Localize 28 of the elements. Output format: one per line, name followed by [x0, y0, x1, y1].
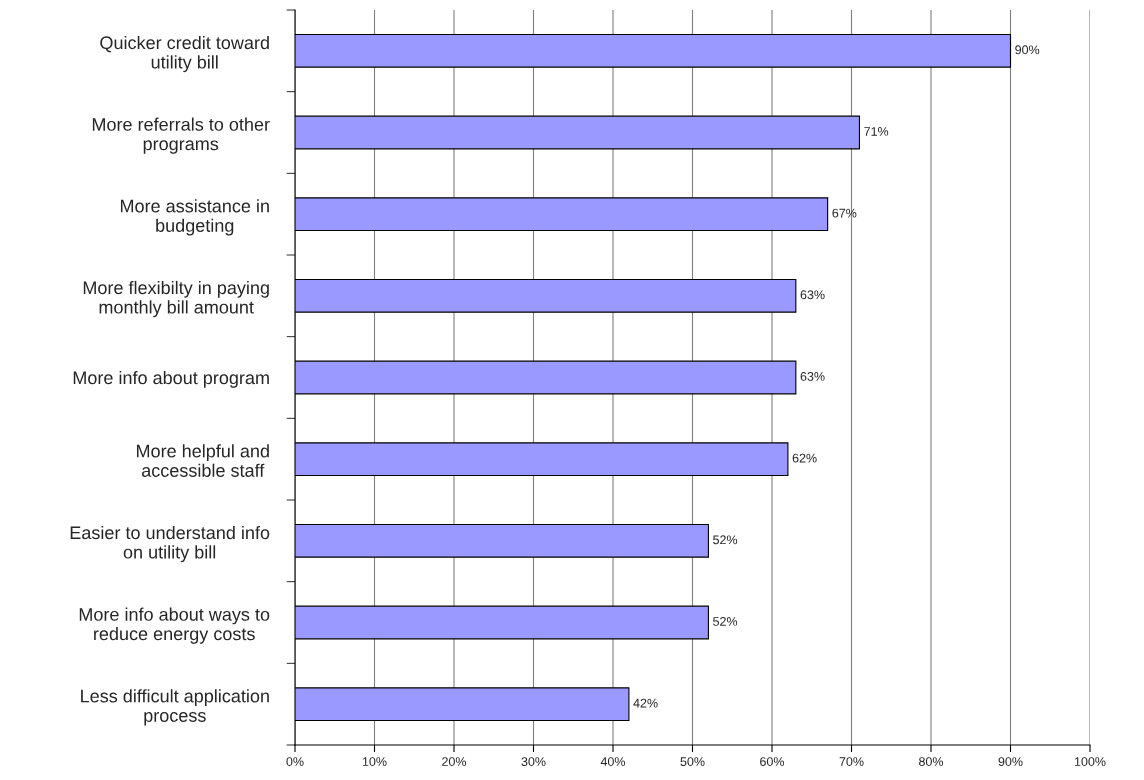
x-tick-label: 70% — [839, 757, 864, 766]
data-label: 90% — [1015, 45, 1040, 55]
x-tick-label: 100% — [1074, 757, 1106, 766]
x-tick-label: 40% — [600, 757, 626, 766]
data-label: 52% — [713, 617, 738, 626]
x-tick-label: 90% — [998, 757, 1023, 766]
data-label: 52% — [713, 535, 738, 545]
y-tick-label: More flexibilty in paying monthly bill amount — [83, 280, 269, 318]
y-tick-label: More helpful and accessible staff — [136, 444, 269, 477]
x-tick-label: 0% — [286, 757, 304, 766]
y-tick-label: Quicker credit toward utility bill — [100, 35, 269, 73]
x-tick-label: 10% — [362, 757, 387, 766]
y-tick-label: More info about program — [73, 370, 269, 388]
y-tick-label: Less difficult application process — [81, 689, 269, 726]
y-tick-label: More assistance in budgeting — [120, 199, 269, 236]
data-label: 62% — [792, 453, 817, 463]
data-label: 71% — [864, 127, 889, 136]
data-label: 42% — [633, 698, 658, 708]
x-tick-label: 30% — [521, 757, 546, 766]
y-tick-label: More referrals to other programs — [92, 117, 270, 154]
data-label: 63% — [800, 290, 825, 300]
y-tick-label: More info about ways to reduce energy costs — [79, 607, 270, 644]
data-label: 63% — [800, 372, 825, 381]
x-tick-label: 60% — [760, 757, 785, 766]
x-tick-label: 20% — [442, 757, 467, 766]
y-tick-label: Easier to understand info on utility bill — [70, 525, 270, 563]
x-tick-label: 50% — [680, 757, 705, 766]
x-tick-label: 80% — [919, 757, 944, 766]
